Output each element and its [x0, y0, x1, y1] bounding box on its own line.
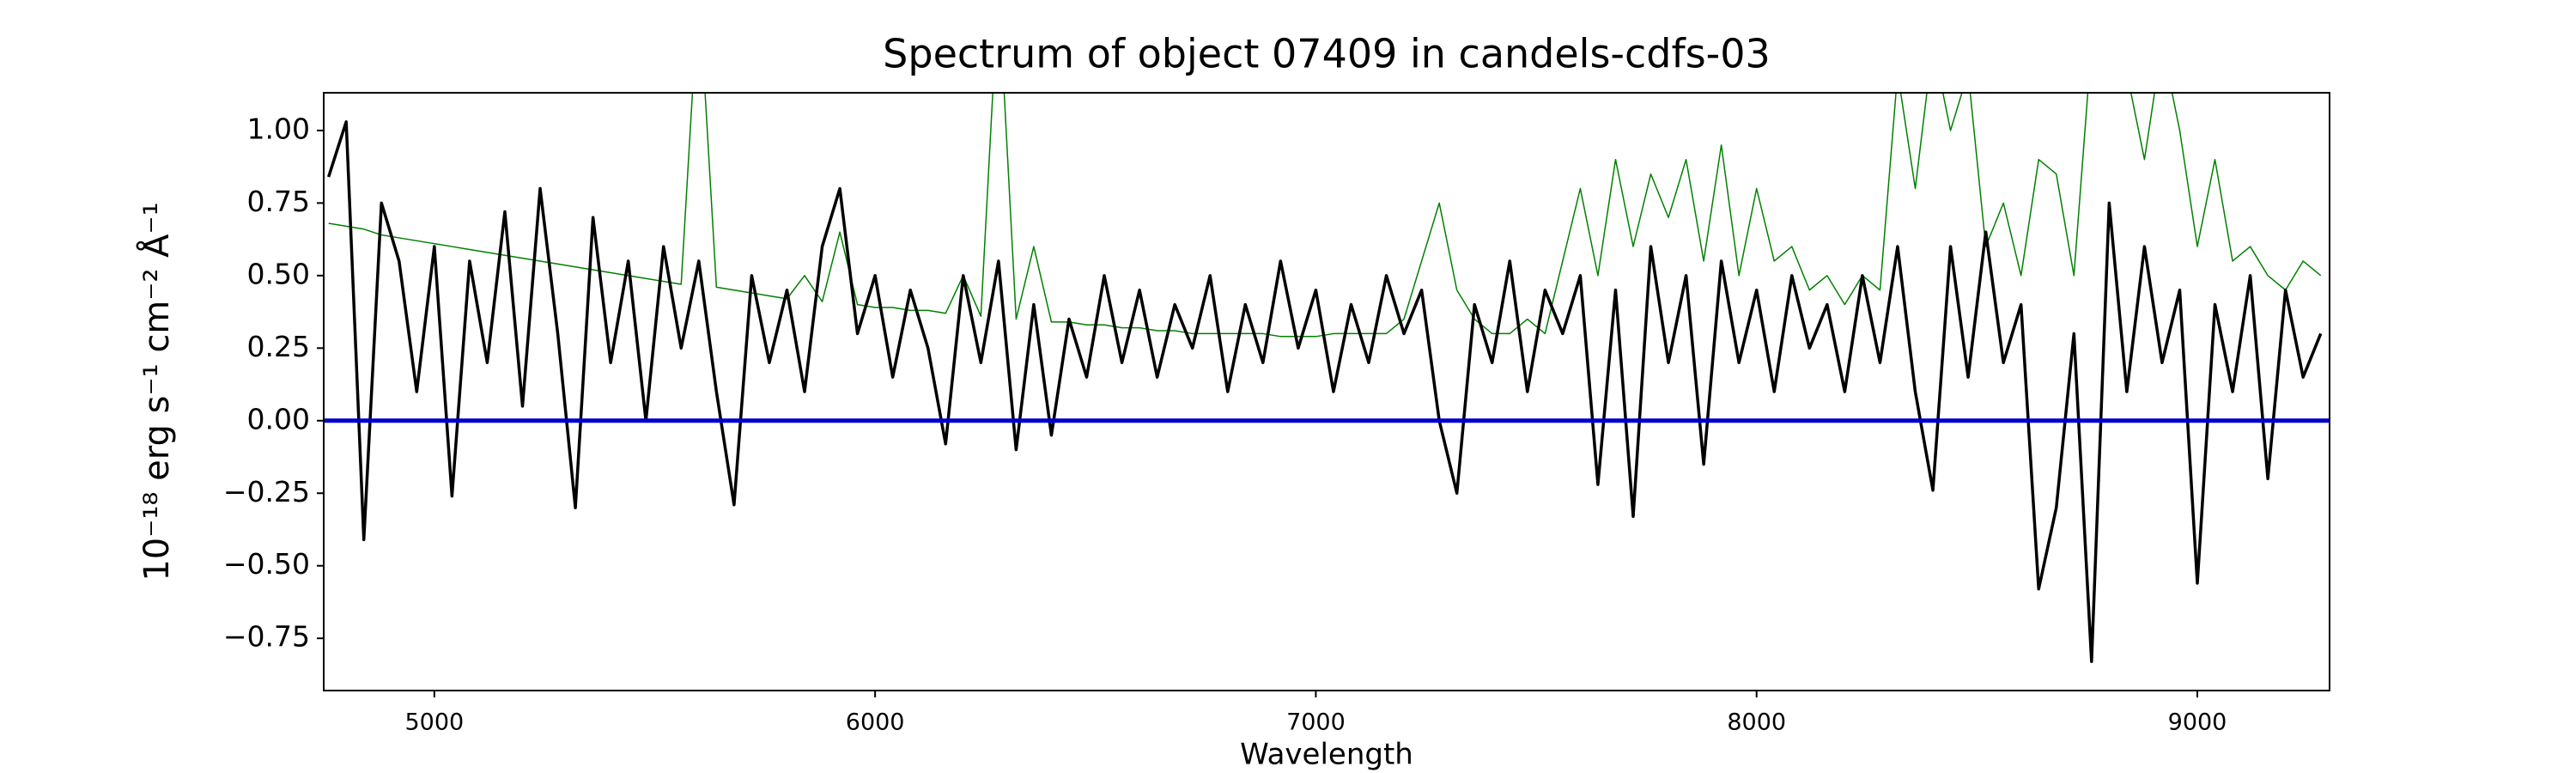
x-tick-label: 6000 [846, 709, 905, 736]
y-tick-label: −0.25 [223, 475, 310, 508]
x-tick-label: 8000 [1727, 709, 1786, 736]
y-tick-label: 0.00 [247, 402, 310, 435]
x-tick-label: 9000 [2168, 709, 2227, 736]
chart-title: Spectrum of object 07409 in candels-cdfs… [883, 31, 1771, 77]
x-axis-label: Wavelength [1240, 738, 1413, 772]
x-tick-label: 7000 [1286, 709, 1346, 736]
plot-frame [323, 92, 2330, 691]
y-tick-label: −0.75 [223, 620, 310, 654]
y-tick-label: 0.75 [247, 185, 310, 218]
y-tick-label: 0.50 [247, 257, 310, 290]
axes: 5000 6000 7000 8000 9000 −0.75 −0.50 −0.25 0.00 0… [223, 92, 2330, 736]
y-axis-label: 10⁻¹⁸ erg s⁻¹ cm⁻² Å⁻¹ [136, 202, 177, 581]
y-tick-label: −0.50 [223, 547, 310, 581]
spectrum-line [326, 120, 2323, 663]
plot-area [324, 93, 2330, 663]
x-tick-label: 5000 [404, 709, 464, 736]
y-tick-label: 1.00 [247, 112, 310, 145]
y-tick-label: 0.25 [247, 330, 310, 363]
